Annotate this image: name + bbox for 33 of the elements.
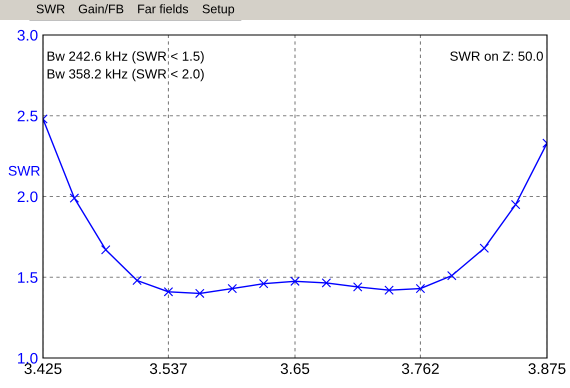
y-tick-label: 2.0 (18, 191, 38, 202)
annotation: Bw 358.2 kHz (SWR < 2.0) (48, 68, 204, 82)
point (416, 284, 426, 294)
point (353, 282, 362, 292)
point (70, 193, 80, 203)
x-tick-label: 3.65 (280, 363, 310, 374)
point (290, 276, 300, 286)
x-tick-label: 3.875 (528, 363, 566, 374)
point (195, 288, 205, 298)
point (164, 287, 174, 297)
point (258, 278, 268, 288)
y-tick-label: 3.0 (17, 30, 38, 41)
x-tick-label: 3.425 (24, 363, 62, 374)
x-tick-label: 3.762 (402, 363, 439, 374)
text: SWR (36, 4, 65, 14)
point (101, 245, 110, 255)
text: Setup (202, 4, 234, 16)
point (322, 278, 332, 288)
point (228, 284, 237, 294)
annotation: SWR on Z: 50.0 (450, 52, 543, 61)
y-tick-label: 2.5 (18, 110, 38, 122)
x-tick-label: 3.537 (150, 363, 187, 374)
annotation: Bw 242.6 kHz (SWR < 1.5) (48, 51, 204, 64)
point (447, 270, 457, 280)
point (384, 285, 394, 295)
point (510, 200, 520, 210)
y-tick-label: 1.0 (18, 352, 38, 364)
point (132, 276, 142, 286)
y-tick-label: 1.5 (18, 272, 38, 283)
text: Gain/FB (78, 4, 124, 14)
text: Far fields (138, 4, 188, 14)
point (480, 243, 489, 253)
y-axis-title: SWR (8, 166, 40, 176)
